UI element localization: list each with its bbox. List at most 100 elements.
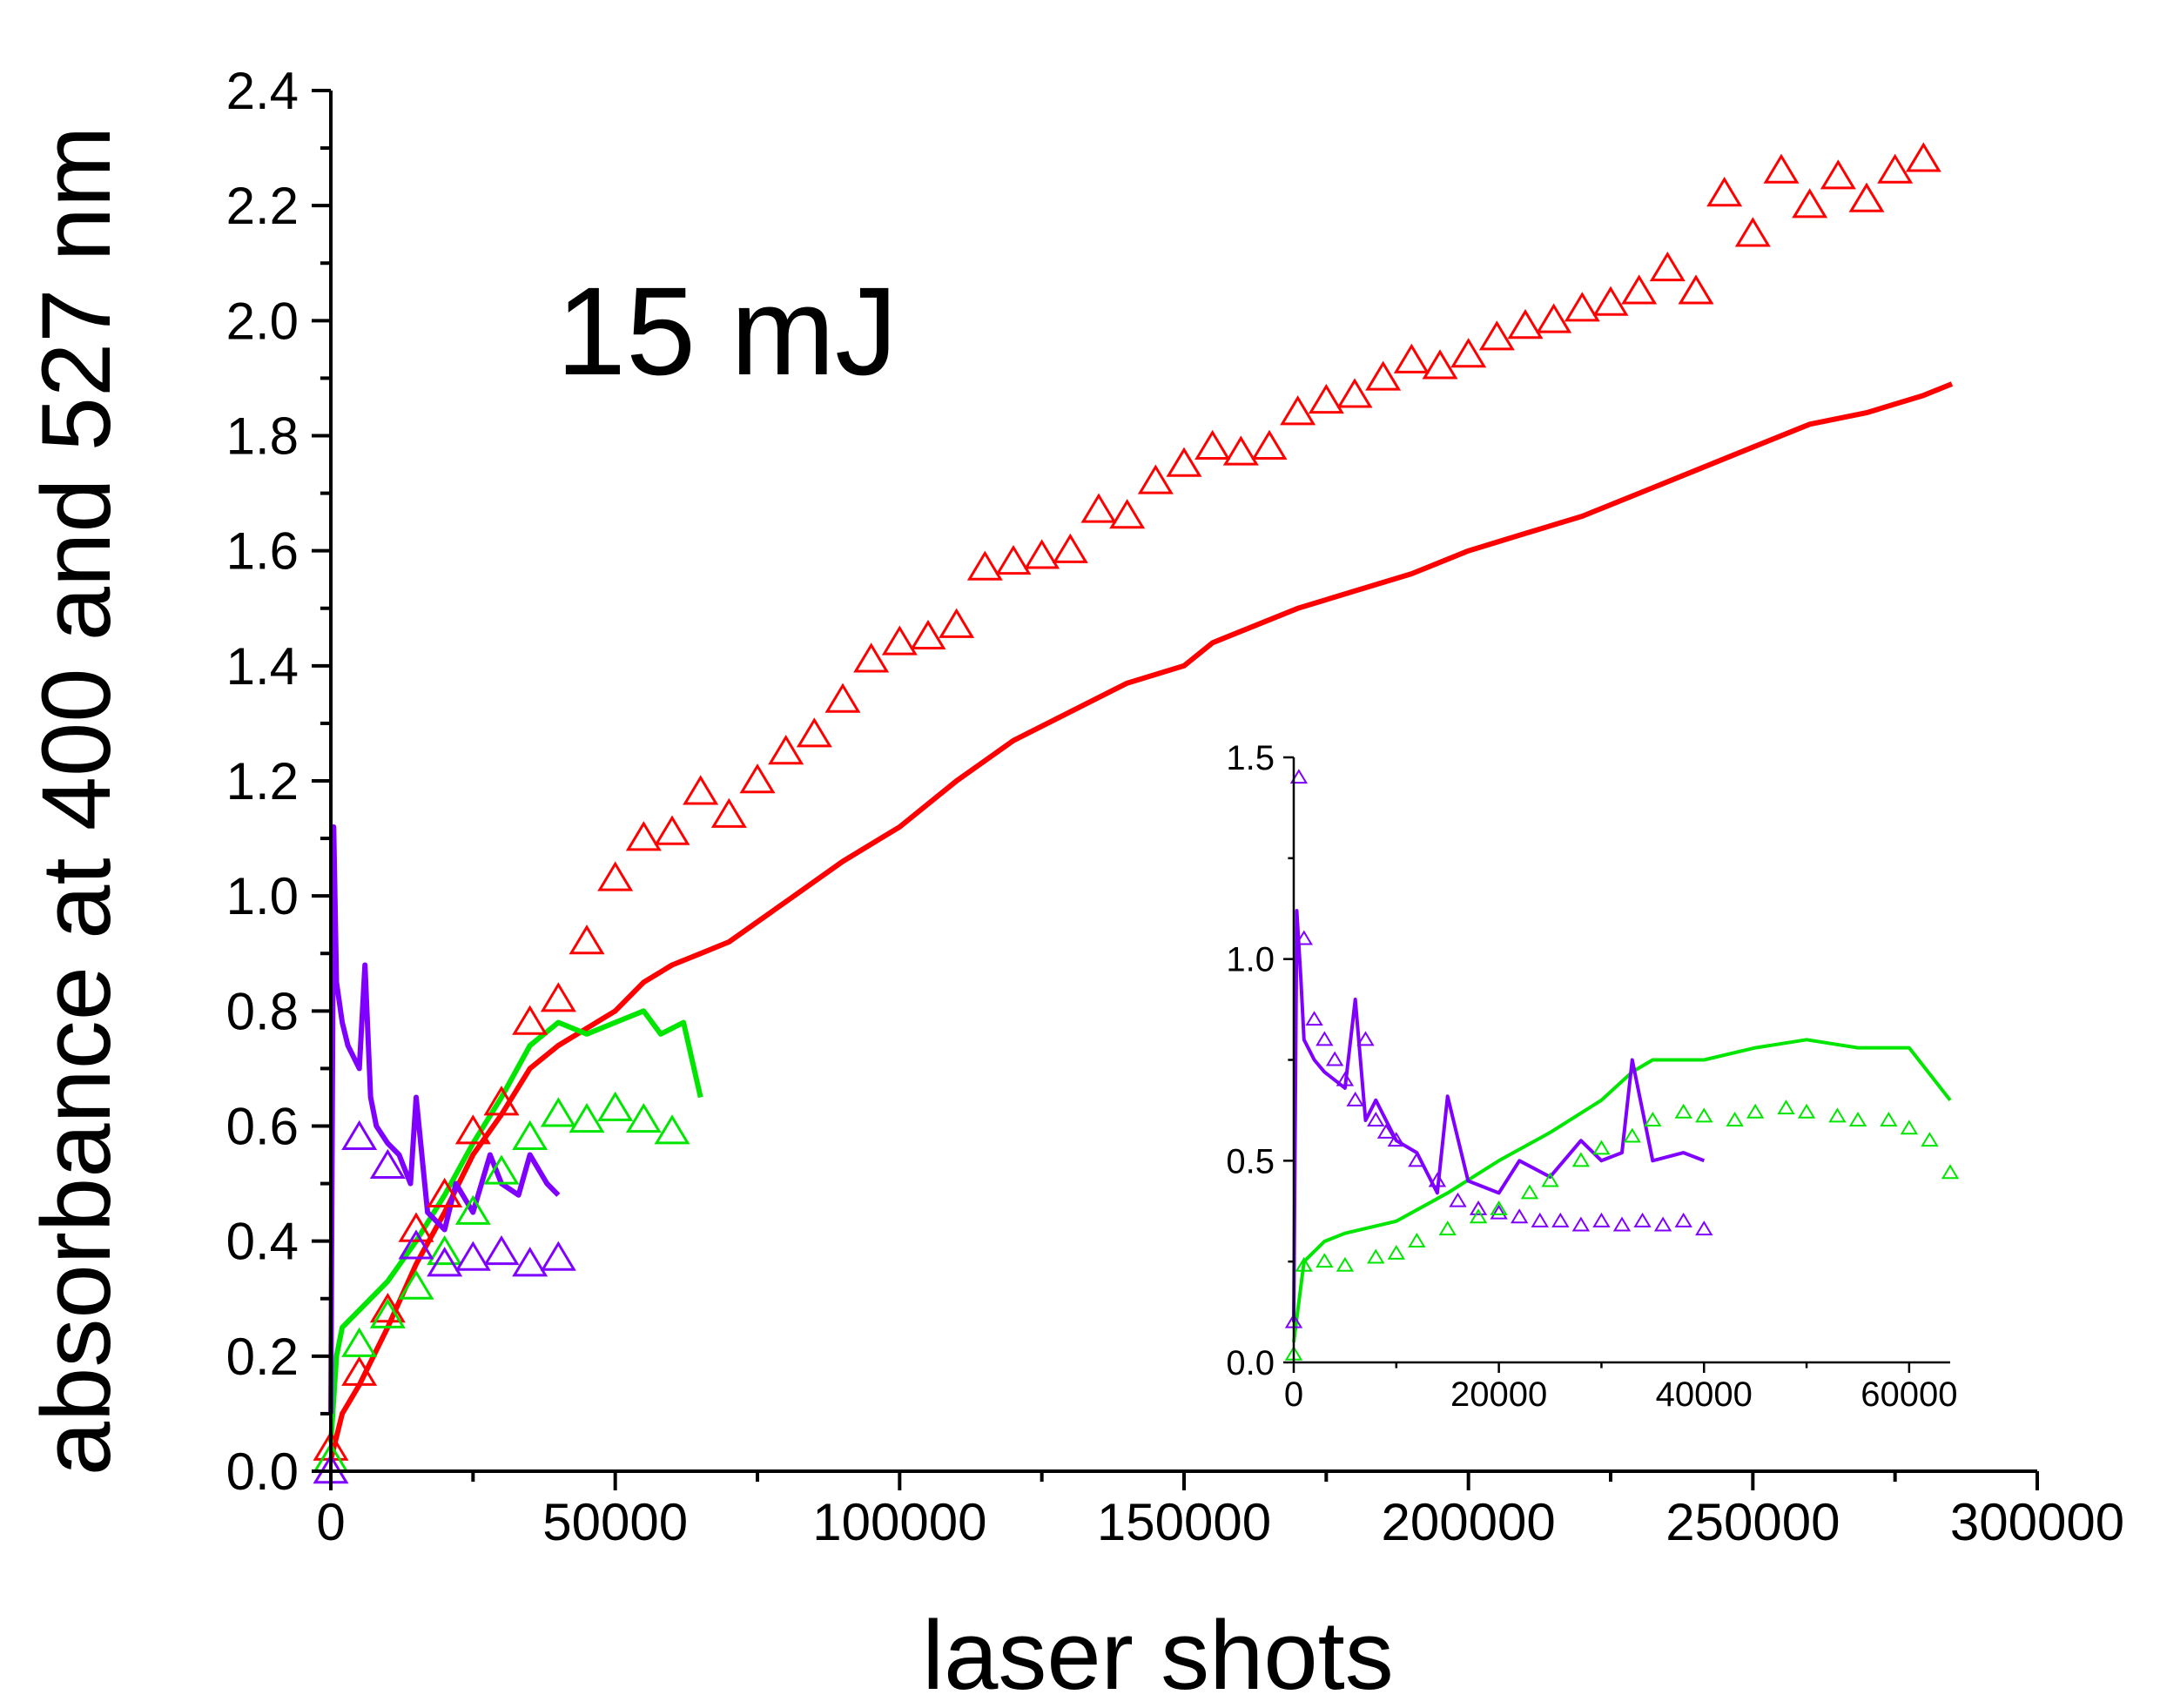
inset-inset-purple-triangles-point	[1695, 1220, 1713, 1236]
main-y-tick-label: 1.4	[226, 637, 299, 696]
inset-inset-green-triangles-point	[1777, 1099, 1795, 1115]
inset-inset-purple-triangles-point	[1325, 1051, 1344, 1066]
main-red-triangles-point	[1478, 320, 1515, 351]
inset-inset-purple-triangles-point	[1531, 1212, 1549, 1227]
inset-inset-purple-triangles-series	[1284, 769, 1713, 1328]
main-y-tick-label: 1.6	[226, 522, 299, 581]
inset-y-tick-label: 0.5	[1226, 1142, 1275, 1180]
inset-inset-purple-triangles-point	[1356, 1031, 1375, 1046]
inset-inset-green-triangles-point	[1490, 1200, 1508, 1215]
main-red-triangles-point	[625, 821, 662, 851]
main-purple-triangles-point	[341, 1120, 378, 1150]
main-red-triangles-point	[966, 550, 1003, 581]
inset-inset-purple-triangles-point	[1316, 1031, 1334, 1046]
main-red-triangles-point	[1365, 360, 1402, 391]
x-axis-label: laser shots	[922, 1601, 1394, 1708]
inset-inset-green-triangles-point	[1746, 1103, 1765, 1119]
main-red-triangles-point	[683, 775, 719, 805]
main-y-tick-label: 2.4	[226, 62, 299, 120]
inset-inset-purple-triangles-point	[1376, 1123, 1396, 1139]
main-y-tick-label: 0.0	[226, 1442, 299, 1501]
main-green-triangles-point	[341, 1327, 378, 1357]
energy-annotation: 15 mJ	[556, 261, 898, 401]
main-red-triangles-point	[569, 925, 605, 955]
inset-inset-green-triangles-point	[1469, 1208, 1488, 1224]
main-red-triangles-point	[824, 683, 861, 713]
main-red-triangles-point	[1621, 274, 1658, 305]
main-x-tick-label: 150000	[1097, 1493, 1271, 1551]
main-red-triangles-point	[369, 1293, 406, 1323]
main-plot: 0 50000 100000 150000 200000 250000 3000000.00…	[226, 62, 2125, 1551]
inset-inset-purple-triangles-point	[1449, 1192, 1467, 1207]
inset-x-tick-label: 40000	[1656, 1375, 1753, 1414]
inset-inset-green-triangles-point	[1367, 1248, 1385, 1264]
main-x-tick-label: 50000	[542, 1493, 688, 1551]
main-y-tick-label: 2.2	[226, 177, 299, 235]
main-green-triangles-point	[369, 1298, 406, 1328]
inset-inset-green-line-series	[1292, 1038, 1952, 1343]
main-red-triangles-point	[796, 717, 832, 748]
inset-inset-green-triangles-point	[1695, 1107, 1713, 1123]
inset-inset-purple-triangles-point	[1305, 1011, 1323, 1026]
main-red-triangles-point	[1678, 274, 1714, 305]
main-red-triangles-point	[1308, 383, 1344, 414]
main-red-triangles-point	[1166, 447, 1202, 477]
inset-y-tick-label: 1.0	[1226, 941, 1275, 979]
inset-x-tick-label: 0	[1284, 1375, 1303, 1414]
main-y-tick-label: 0.8	[226, 982, 299, 1040]
main-green-triangles-point	[454, 1194, 491, 1225]
main-red-triangles-point	[1507, 309, 1544, 340]
main-red-triangles-point	[483, 1086, 520, 1116]
main-purple-triangles-point	[427, 1247, 463, 1277]
main-red-triangles-point	[939, 608, 975, 638]
inset-inset-purple-triangles-point	[1511, 1208, 1529, 1224]
inset-inset-purple-triangles-point	[1367, 1112, 1385, 1126]
main-y-tick-label: 2.0	[226, 292, 299, 350]
inset-inset-green-triangles-series	[1284, 1099, 1960, 1361]
inset-inset-purple-triangles-point	[1674, 1212, 1692, 1227]
inset-inset-green-triangles-point	[1520, 1184, 1539, 1200]
inset-inset-green-triangles-point	[1387, 1244, 1405, 1260]
main-red-triangles-point	[1393, 343, 1430, 373]
inset-inset-green-triangles-point	[1592, 1140, 1611, 1155]
main-y-tick-label: 1.8	[226, 407, 299, 466]
main-red-triangles-point	[540, 982, 576, 1012]
main-red-triangles-point	[1706, 177, 1743, 207]
main-red-triangles-point	[1820, 159, 1856, 190]
inset-series-layer	[1284, 769, 1960, 1361]
inset-inset-green-triangles-point	[1797, 1103, 1816, 1119]
inset-inset-green-triangles-point	[1726, 1112, 1744, 1126]
inset-inset-purple-triangles-point	[1490, 1204, 1508, 1220]
inset-inset-purple-triangles-point	[1551, 1212, 1570, 1227]
main-red-triangles-point	[398, 1212, 434, 1242]
main-x-tick-label: 200000	[1382, 1493, 1556, 1551]
inset-inset-purple-triangles-point	[1336, 1071, 1355, 1086]
inset-inset-purple-triangles-point	[1571, 1216, 1591, 1232]
inset-inset-green-triangles-point	[1541, 1172, 1559, 1187]
inset-inset-green-triangles-point	[1828, 1107, 1847, 1123]
main-green-triangles-point	[483, 1154, 520, 1185]
main-purple-triangles-point	[369, 1148, 406, 1180]
main-red-triangles-point	[1194, 429, 1231, 460]
main-green-triangles-point	[654, 1114, 690, 1145]
main-purple-triangles-point	[398, 1229, 434, 1260]
main-red-triangles-point	[1336, 378, 1373, 408]
inset-inset-purple-triangles-point	[1289, 769, 1309, 784]
main-y-tick-label: 0.4	[226, 1213, 299, 1271]
main-red-triangles-point	[995, 544, 1032, 575]
main-y-tick-label: 0.6	[226, 1098, 299, 1156]
main-x-tick-label: 250000	[1665, 1493, 1840, 1551]
inset-inset-green-triangles-point	[1848, 1112, 1867, 1126]
inset-plot: 0 20000 40000 60000 0.0 0.5 1.0 1.5	[1226, 739, 1960, 1414]
inset-inset-green-triangles-point	[1571, 1152, 1591, 1167]
main-red-triangles-point	[1422, 349, 1458, 380]
main-red-triangles-point	[1109, 499, 1146, 529]
inset-inset-green-triangles-point	[1941, 1164, 1960, 1180]
main-red-triangles-point	[654, 815, 690, 845]
main-red-triangles-point	[1649, 251, 1686, 282]
inset-inset-purple-triangles-point	[1428, 1172, 1447, 1187]
main-red-triangles-point	[1592, 286, 1629, 316]
inset-y-tick-label: 1.5	[1226, 739, 1275, 777]
main-red-triangles-point	[1848, 182, 1885, 212]
main-x-tick-label: 100000	[812, 1493, 986, 1551]
